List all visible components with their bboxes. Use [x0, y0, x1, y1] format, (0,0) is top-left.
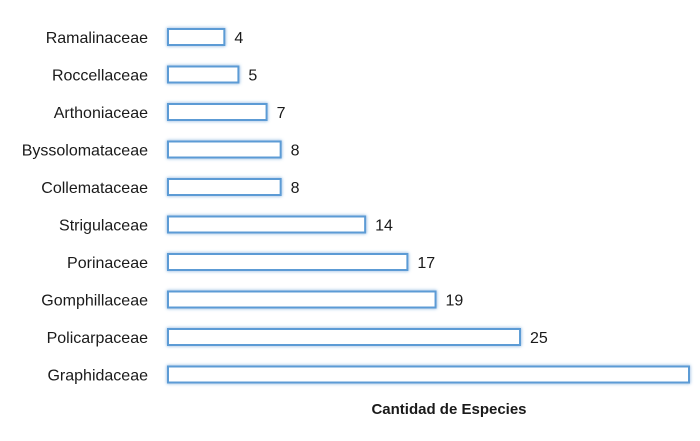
bars-group	[167, 28, 690, 384]
category-label-graphidaceae: Graphidaceae	[47, 368, 148, 385]
x-axis-title: Cantidad de Especies	[371, 401, 526, 418]
bar-policarpaceae	[167, 328, 522, 346]
bar-roccellaceae	[167, 65, 240, 84]
bar-gomphillaceae	[167, 290, 437, 309]
category-label-policarpaceae: Policarpaceae	[47, 330, 149, 347]
bar-collemataceae	[167, 178, 282, 196]
value-labels: 4 5 7 8 8 14 17 19 25	[234, 30, 548, 347]
category-labels: Ramalinaceae Roccellaceae Arthoniaceae Byss…	[22, 30, 148, 385]
category-label-arthoniaceae: Arthoniaceae	[54, 105, 148, 122]
value-label-gomphillaceae: 19	[446, 293, 464, 310]
value-label-byssolomataceae: 8	[291, 143, 300, 160]
value-label-roccellaceae: 5	[248, 68, 257, 85]
bar-arthoniaceae	[167, 103, 268, 121]
value-label-policarpaceae: 25	[530, 330, 548, 347]
value-label-porinaceae: 17	[417, 255, 435, 272]
bar-byssolomataceae	[167, 140, 282, 159]
category-label-strigulaceae: Strigulaceae	[59, 218, 148, 235]
bar-graphidaceae	[167, 365, 690, 384]
value-label-ramalinaceae: 4	[234, 30, 243, 47]
value-label-arthoniaceae: 7	[277, 105, 286, 122]
category-label-collemataceae: Collemataceae	[41, 180, 148, 197]
value-label-strigulaceae: 14	[375, 218, 393, 235]
bar-ramalinaceae	[167, 28, 226, 46]
category-label-byssolomataceae: Byssolomataceae	[22, 143, 148, 160]
category-label-roccellaceae: Roccellaceae	[52, 68, 148, 85]
value-label-collemataceae: 8	[291, 180, 300, 197]
category-label-ramalinaceae: Ramalinaceae	[46, 30, 148, 47]
bar-porinaceae	[167, 253, 409, 271]
bar-strigulaceae	[167, 215, 367, 234]
category-label-porinaceae: Porinaceae	[67, 255, 148, 272]
category-label-gomphillaceae: Gomphillaceae	[41, 293, 148, 310]
